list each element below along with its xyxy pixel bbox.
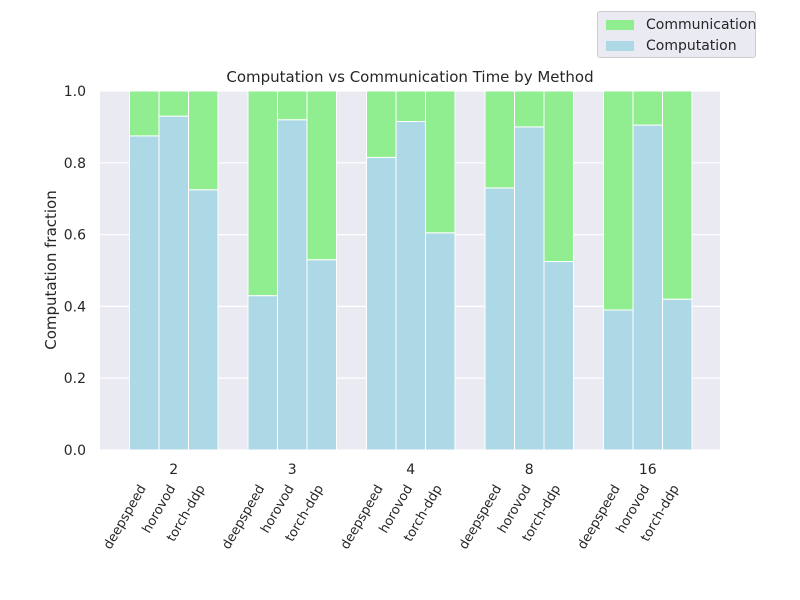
bar-computation [366,156,397,451]
group-labels: 2 3 4 8 16 [169,462,656,478]
bars [129,90,693,451]
bar-communication [484,90,515,189]
bar-communication [277,90,308,121]
bar-computation [247,295,278,451]
chart-title: Computation vs Communication Time by Met… [226,68,593,86]
legend-item-communication: Communication [606,16,756,34]
bar-communication [158,90,189,117]
bar-computation [395,121,426,451]
y-tick-labels: 0.0 0.2 0.4 0.6 0.8 1.0 [64,84,86,459]
bar-computation [514,126,545,451]
y-tick-label: 0.4 [64,299,86,315]
group-label: 8 [525,462,534,478]
y-tick-label: 0.6 [64,228,86,244]
bar-communication [603,90,634,311]
y-tick-label: 0.0 [64,443,86,459]
y-tick-label: 0.2 [64,371,86,387]
bar-computation [662,298,693,451]
bar-computation [277,119,308,451]
legend-label-communication: Communication [646,17,757,33]
legend-item-computation: Computation [606,37,737,55]
method-label: deepspeed [219,483,268,553]
bar-communication [425,90,456,234]
group-label: 3 [288,462,297,478]
legend: Communication Computation [597,11,756,58]
bar-communication [129,90,160,137]
bar-computation [603,309,634,451]
method-label: deepspeed [338,483,387,553]
method-label: deepspeed [101,483,150,553]
bar-communication [395,90,426,123]
group-label: 16 [639,462,657,478]
y-axis-label: Computation fraction [42,190,60,350]
bar-computation [632,124,663,451]
bar-communication [366,90,397,158]
legend-label-computation: Computation [646,38,737,54]
bar-computation [425,232,456,451]
bar-communication [662,90,693,300]
y-tick-label: 1.0 [64,84,86,100]
bar-communication [543,90,574,263]
bar-computation [188,189,219,451]
bar-communication [247,90,278,297]
bar-communication [632,90,663,126]
group-label: 4 [406,462,415,478]
bar-computation [543,261,574,451]
method-label: deepspeed [456,483,505,553]
bar-computation [158,115,189,451]
bar-computation [129,135,160,451]
group-label: 2 [169,462,178,478]
bar-computation [306,259,337,451]
bar-communication [188,90,219,191]
method-label: deepspeed [575,483,624,553]
bar-communication [514,90,545,128]
communication-swatch [606,20,634,30]
bar-computation [484,187,515,451]
y-tick-label: 0.8 [64,156,86,172]
computation-swatch [606,41,634,51]
bar-communication [306,90,337,261]
